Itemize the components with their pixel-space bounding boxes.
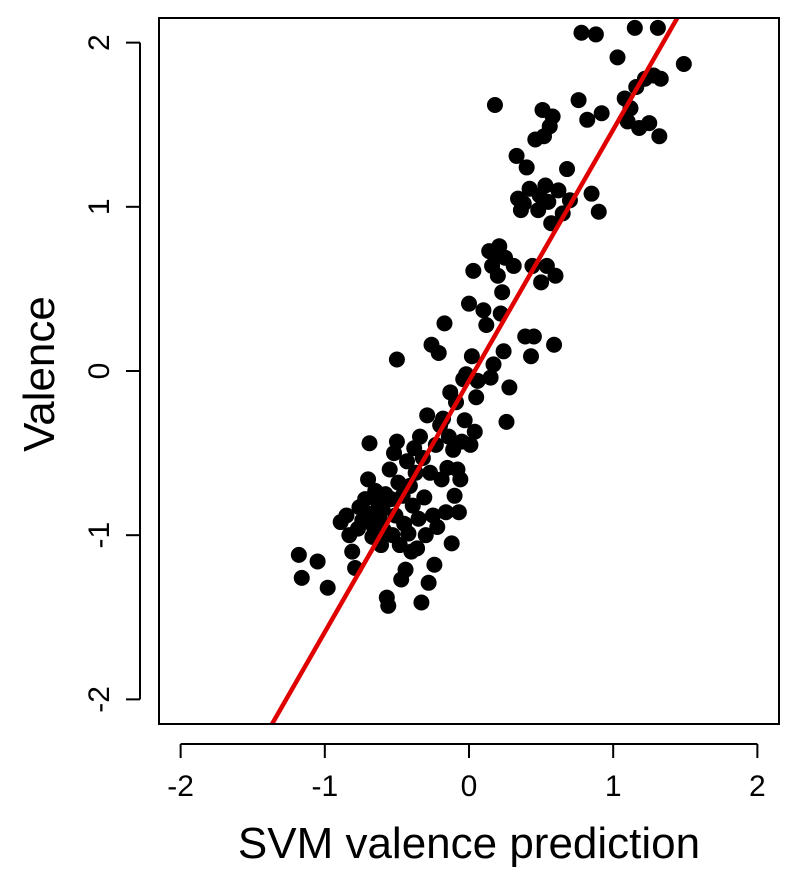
data-point	[430, 344, 447, 361]
data-point	[570, 92, 587, 109]
data-point	[440, 428, 457, 445]
data-point	[485, 356, 502, 373]
y-axis-title: Valence	[15, 296, 64, 452]
data-point	[525, 328, 542, 345]
data-point	[468, 389, 485, 406]
data-point	[388, 433, 405, 450]
data-point	[400, 525, 417, 542]
data-point	[380, 597, 397, 614]
data-point	[508, 147, 525, 164]
data-point	[550, 182, 567, 199]
data-point	[463, 348, 480, 365]
y-tick-label: 1	[83, 198, 116, 215]
data-point	[609, 49, 626, 66]
data-point	[544, 108, 561, 125]
y-axis: -2 -1 0 1 2	[83, 34, 141, 713]
data-point	[652, 70, 669, 87]
y-tick-label: -2	[83, 686, 116, 713]
x-tick-label: -2	[167, 770, 194, 803]
data-point	[446, 487, 463, 504]
x-axis-title: SVM valence prediction	[238, 819, 700, 868]
data-point	[420, 574, 437, 591]
data-point	[626, 19, 643, 36]
data-point	[462, 436, 479, 453]
data-point	[461, 295, 477, 312]
data-point	[417, 527, 434, 544]
data-point	[293, 569, 310, 586]
data-point	[501, 379, 518, 396]
data-point	[399, 453, 415, 470]
data-point	[590, 203, 607, 220]
data-point	[410, 510, 427, 527]
data-point	[309, 553, 326, 570]
data-point	[537, 177, 554, 194]
data-point	[559, 161, 576, 178]
data-point	[495, 343, 512, 360]
data-point	[478, 317, 495, 334]
regression-line	[269, 18, 680, 724]
data-point	[411, 428, 428, 445]
fit-line-layer	[269, 18, 680, 724]
x-tick-label: 1	[605, 770, 622, 803]
data-point	[573, 24, 590, 41]
data-point	[518, 159, 535, 176]
data-point	[675, 55, 692, 72]
data-point	[465, 262, 482, 279]
data-point	[426, 556, 443, 573]
data-point	[475, 302, 492, 319]
data-point	[409, 540, 426, 557]
data-point	[388, 351, 405, 368]
x-tick-label: -1	[311, 770, 338, 803]
data-point	[413, 594, 430, 611]
data-point	[416, 489, 433, 506]
x-tick-label: 2	[749, 770, 766, 803]
data-point	[651, 128, 668, 145]
data-point	[540, 193, 557, 210]
data-point	[505, 257, 522, 274]
points-layer	[290, 19, 692, 614]
data-point	[429, 518, 446, 535]
plot-frame	[158, 17, 780, 725]
x-tick-label: 0	[461, 770, 478, 803]
x-axis: -2 -1 0 1 2	[167, 743, 766, 803]
data-point	[344, 543, 361, 560]
data-point	[547, 267, 564, 284]
data-point	[641, 115, 658, 132]
data-point	[489, 267, 506, 284]
data-point	[466, 423, 483, 440]
data-point	[436, 315, 453, 332]
data-point	[450, 504, 467, 521]
data-point	[404, 497, 421, 514]
data-point	[546, 336, 563, 353]
y-tick-label: 0	[83, 363, 116, 380]
data-point	[381, 461, 398, 478]
data-point	[361, 435, 378, 452]
y-tick-label: -1	[83, 522, 116, 549]
data-point	[437, 504, 454, 521]
data-point	[319, 579, 336, 596]
data-point	[579, 111, 596, 128]
data-point	[523, 348, 539, 365]
data-point	[397, 561, 414, 578]
data-point	[482, 369, 499, 386]
data-point	[290, 546, 307, 563]
data-point	[649, 19, 666, 36]
data-point	[338, 507, 355, 524]
data-point	[443, 535, 460, 552]
data-point	[587, 26, 604, 43]
data-point	[498, 413, 515, 430]
data-point	[452, 471, 469, 488]
data-point	[486, 97, 503, 114]
data-point	[360, 471, 377, 488]
data-point	[515, 195, 532, 212]
data-point	[533, 274, 550, 291]
data-point	[456, 412, 473, 429]
data-point	[593, 105, 610, 122]
data-point	[583, 185, 600, 202]
data-point	[494, 284, 511, 301]
y-tick-label: 2	[83, 34, 116, 51]
data-point	[419, 407, 436, 424]
